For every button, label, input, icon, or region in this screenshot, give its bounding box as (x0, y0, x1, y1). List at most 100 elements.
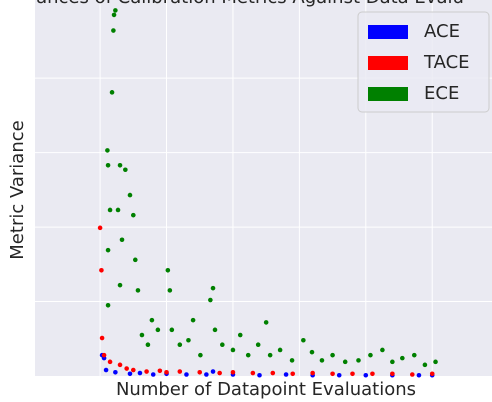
point (127, 371, 133, 377)
point (186, 337, 191, 343)
point (177, 369, 183, 374)
point (210, 369, 216, 374)
y-axis-label: Metric Variance (7, 120, 28, 259)
point (237, 332, 243, 338)
point (319, 358, 325, 363)
x-axis-label: Number of Datapoint Evaluations (116, 379, 416, 400)
point (124, 366, 129, 371)
point (230, 347, 236, 353)
point (400, 355, 405, 361)
point (230, 369, 236, 375)
point (144, 369, 149, 374)
legend-swatch (368, 56, 408, 70)
point (123, 167, 128, 173)
point (330, 371, 335, 377)
point (363, 372, 369, 378)
chart-title: ances of Calibration Metrics Against Dat… (36, 0, 464, 8)
point (409, 372, 415, 377)
point (267, 352, 273, 358)
point (283, 372, 289, 377)
point (290, 371, 296, 377)
point (370, 371, 375, 377)
point (117, 362, 123, 368)
point (270, 370, 276, 376)
point (210, 285, 216, 291)
point (257, 372, 262, 378)
point (197, 369, 203, 375)
point (155, 327, 161, 333)
point (105, 148, 110, 153)
legend-label: ECE (424, 83, 459, 104)
point (416, 372, 422, 378)
marks (97, 8, 438, 378)
point (212, 327, 218, 333)
point (139, 332, 145, 338)
point (127, 192, 133, 198)
point (422, 362, 428, 368)
point (105, 247, 111, 253)
point (113, 8, 118, 13)
point (107, 207, 113, 213)
point (103, 367, 109, 373)
point (368, 352, 373, 358)
point (342, 359, 348, 365)
point (145, 342, 151, 348)
point (115, 207, 121, 213)
point (117, 282, 123, 288)
point (137, 370, 143, 376)
point (289, 358, 295, 363)
point (184, 372, 189, 377)
point (301, 337, 306, 343)
point (380, 347, 385, 353)
point (245, 352, 251, 358)
point (133, 257, 138, 263)
point (101, 352, 107, 358)
point (177, 342, 183, 348)
point (390, 371, 395, 377)
point (131, 367, 136, 373)
legend-label: TACE (423, 52, 470, 73)
point (429, 371, 435, 377)
point (105, 162, 111, 168)
point (390, 359, 395, 365)
legend-label: ACE (424, 21, 460, 42)
point (97, 225, 103, 231)
point (135, 288, 141, 293)
point (336, 372, 342, 378)
point (157, 368, 163, 374)
point (309, 349, 315, 355)
legend-swatch (368, 87, 408, 101)
point (350, 371, 355, 377)
point (208, 297, 213, 303)
point (310, 370, 315, 376)
point (190, 317, 196, 323)
point (113, 369, 118, 375)
point (433, 359, 438, 365)
point (99, 335, 105, 341)
legend-swatch (368, 25, 408, 39)
point (330, 352, 335, 358)
point (164, 369, 169, 375)
point (165, 267, 171, 273)
point (111, 28, 116, 33)
legend: ACE TACE ECE (357, 11, 490, 113)
point (217, 370, 222, 376)
point (150, 372, 156, 377)
point (149, 317, 155, 323)
point (255, 342, 261, 348)
point (250, 370, 256, 376)
point (204, 372, 209, 377)
point (107, 359, 113, 365)
point (411, 352, 417, 358)
point (111, 12, 117, 18)
point (356, 358, 361, 363)
point (99, 267, 104, 273)
point (105, 302, 111, 308)
point (220, 342, 225, 348)
point (167, 288, 173, 293)
point (198, 352, 203, 358)
point (131, 212, 136, 218)
point (263, 320, 269, 325)
point (277, 347, 283, 353)
